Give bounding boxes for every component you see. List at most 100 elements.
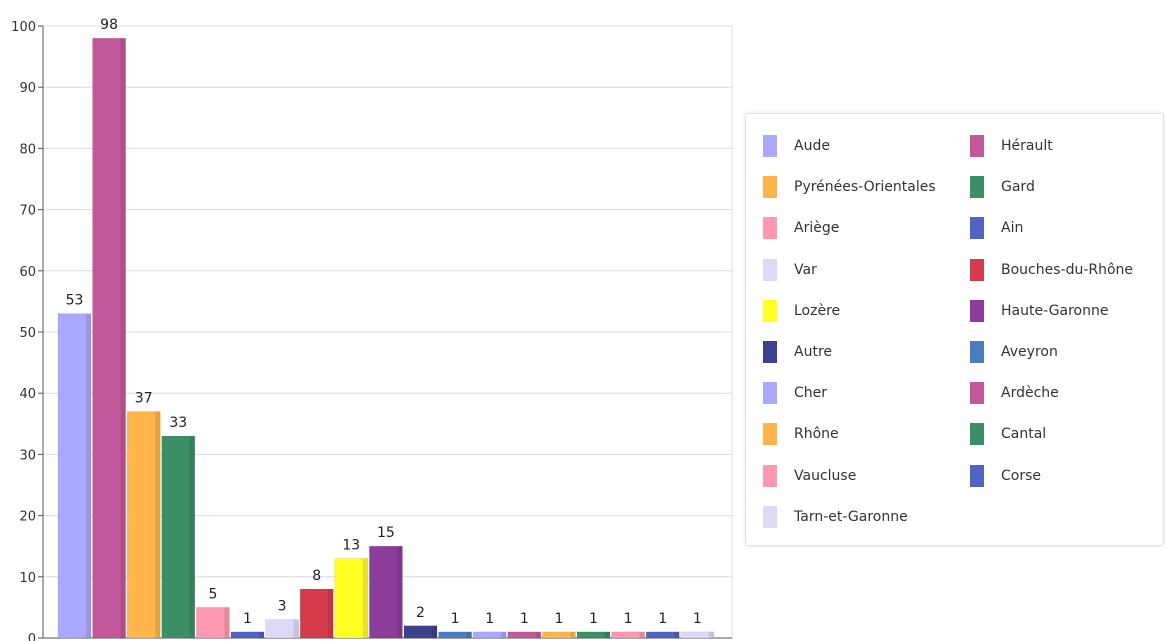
legend-item: Ain: [970, 215, 1023, 241]
legend-label: Gard: [1001, 179, 1035, 196]
legend-swatch: [763, 464, 777, 487]
bar-shade: [570, 631, 576, 638]
legend-item: Ardèche: [970, 380, 1059, 406]
data-label: 1: [451, 611, 460, 627]
legend-swatch: [763, 217, 777, 240]
bar: [230, 631, 265, 639]
legend-swatch: [970, 135, 984, 157]
bar-shade: [639, 631, 645, 638]
bar: [542, 631, 576, 639]
bars: [57, 37, 715, 639]
bar-shade: [397, 546, 403, 638]
data-label: 53: [66, 293, 84, 309]
legend-item: Rhône: [763, 421, 839, 447]
bar-shade: [708, 631, 714, 638]
legend-item: Autre: [763, 339, 832, 365]
data-label: 1: [243, 611, 252, 627]
legend-label: Hérault: [1001, 138, 1053, 154]
legend-label: Tarn-et-Garonne: [794, 508, 908, 525]
legend-swatch: [970, 382, 984, 405]
legend-swatch: [763, 258, 777, 281]
legend-swatch: [970, 341, 984, 363]
bar-shade: [466, 631, 472, 638]
data-label: 1: [693, 611, 702, 627]
legend-item: Haute-Garonne: [970, 298, 1108, 324]
bar-shade: [501, 631, 507, 638]
bar: [680, 631, 715, 639]
legend-swatch: [970, 217, 984, 240]
data-label: 3: [278, 599, 287, 615]
data-label: 37: [135, 391, 153, 407]
legend-label: Vaucluse: [794, 467, 857, 484]
bar-shade: [432, 625, 437, 638]
data-label: 2: [416, 605, 425, 621]
legend-label: Aveyron: [1001, 344, 1058, 360]
legend-label: Pyrénées-Orientales: [794, 179, 936, 196]
legend-label: Autre: [794, 344, 833, 360]
legend-label: Cantal: [1001, 426, 1047, 443]
legend-label: Ain: [1001, 220, 1024, 237]
bar: [472, 631, 507, 639]
legend-item: Corse: [970, 463, 1041, 489]
legend-label: Haute-Garonne: [1001, 302, 1109, 319]
bar-shade: [189, 436, 195, 638]
data-label: 5: [208, 586, 217, 602]
data-label: 1: [554, 611, 563, 627]
legend-label: Corse: [1001, 467, 1042, 484]
legend: Aude Pyrénées-Orientales Ariège Var Lozère Au…: [745, 113, 1164, 546]
legend-swatch: [763, 341, 777, 363]
bar: [369, 545, 403, 639]
bar: [196, 607, 230, 639]
y-tick-label: 50: [19, 326, 36, 341]
bar-shade: [259, 631, 264, 638]
data-label: 1: [624, 611, 633, 627]
bar-shade: [224, 607, 230, 638]
data-label: 1: [589, 611, 598, 627]
legend-label: Var: [794, 261, 817, 278]
data-label: 8: [312, 568, 321, 584]
bar-shade: [535, 631, 541, 638]
legend-swatch: [970, 176, 984, 199]
legend-label: Ardèche: [1001, 385, 1059, 402]
bar-shade: [155, 411, 161, 638]
y-tick-label: 60: [19, 265, 36, 280]
bar: [645, 631, 680, 639]
y-tick-label: 100: [11, 20, 36, 35]
bar: [576, 631, 611, 639]
legend-swatch: [763, 299, 777, 322]
bar: [92, 37, 126, 639]
legend-item: Cantal: [970, 421, 1046, 447]
y-tick-label: 10: [19, 571, 36, 586]
legend-item: Var: [763, 257, 817, 283]
y-tick-label: 70: [19, 204, 36, 219]
bar-shade: [86, 313, 91, 638]
bar: [57, 313, 92, 639]
legend-label: Aude: [794, 138, 830, 154]
legend-swatch: [763, 423, 777, 446]
y-tick-label: 20: [19, 510, 36, 525]
data-label: 33: [169, 415, 187, 431]
legend-item: Lozère: [763, 298, 840, 324]
data-label: 13: [342, 537, 360, 553]
legend-item: Gard: [970, 174, 1035, 200]
legend-item: Vaucluse: [763, 463, 856, 489]
legend-label: Bouches-du-Rhône: [1001, 261, 1134, 278]
bar-shade: [605, 631, 610, 638]
legend-swatch: [970, 258, 984, 281]
bar: [334, 558, 369, 639]
legend-item: Hérault: [970, 133, 1053, 159]
legend-swatch: [970, 423, 984, 446]
legend-label: Lozère: [794, 302, 841, 319]
bar-shade: [293, 619, 299, 638]
legend-item: Cher: [763, 380, 827, 406]
y-tick-label: 30: [19, 448, 36, 463]
data-label: 1: [520, 611, 529, 627]
bar-shade: [328, 589, 334, 638]
legend-label: Ariège: [794, 220, 840, 237]
bar: [126, 411, 161, 639]
axes: 0 10 20 30 40 50 60 70 80 90 100: [11, 20, 732, 641]
data-label: 15: [377, 525, 395, 541]
legend-label: Cher: [794, 385, 828, 402]
legend-item: Tarn-et-Garonne: [763, 504, 908, 530]
